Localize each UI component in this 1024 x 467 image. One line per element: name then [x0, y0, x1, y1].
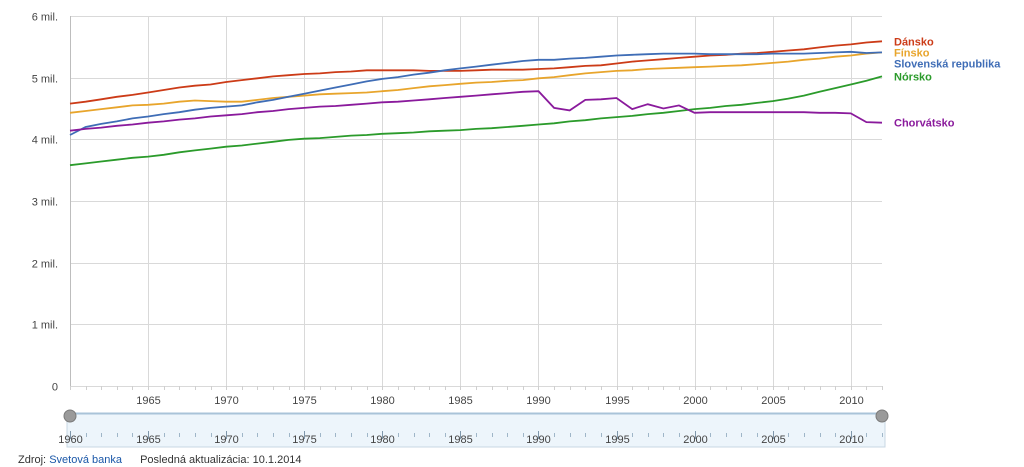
series-line-Dánsko[interactable] — [69, 40, 883, 105]
series-label: Slovenská republika — [894, 58, 1001, 70]
slider-tick-label: 2005 — [761, 434, 785, 446]
slider-tick-label: 1965 — [136, 434, 160, 446]
slider-tick-label: 1970 — [214, 434, 238, 446]
y-tick-label: 6 mil. — [32, 12, 58, 24]
series-label: Nórsko — [894, 71, 932, 83]
slider-left-handle[interactable] — [63, 409, 77, 423]
x-axis: 1965 1970 1975 1980 1985 1990 1995 2000 2005 2010 — [70, 386, 883, 407]
slider-tick-label: 1975 — [292, 434, 316, 446]
x-tick-label: 2000 — [683, 395, 707, 407]
population-line-chart: 0 1 mil. 2 mil. 3 mil. 4 mil. 5 mil. 6 mil. 19… — [32, 12, 1001, 448]
series-line-Fínsko[interactable] — [69, 51, 883, 114]
y-axis: 0 1 mil. 2 mil. 3 mil. 4 mil. 5 mil. 6 mil. — [32, 12, 58, 394]
y-tick-label: 3 mil. — [32, 197, 58, 209]
series-label: Dánsko — [894, 36, 934, 48]
x-tick-label: 1965 — [136, 395, 160, 407]
series-label: Fínsko — [894, 47, 930, 59]
slider-tick-label: 1985 — [448, 434, 472, 446]
slider-track[interactable] — [66, 412, 886, 448]
slider-tick-label: 2010 — [839, 434, 863, 446]
series-lines — [69, 40, 883, 167]
x-tick-label: 2010 — [839, 395, 863, 407]
range-slider[interactable]: 1960 1965 1970 1975 1980 1985 1990 1995 2000 2005… — [58, 409, 889, 448]
slider-right-handle[interactable] — [875, 409, 889, 423]
x-tick-label: 1985 — [448, 395, 472, 407]
x-tick-label: 2005 — [761, 395, 785, 407]
grid — [70, 16, 882, 387]
x-tick-label: 1995 — [605, 395, 629, 407]
y-tick-label: 0 — [52, 382, 58, 394]
x-tick-label: 1975 — [292, 395, 316, 407]
series-label: Chorvátsko — [894, 118, 955, 130]
x-tick-label: 1970 — [214, 395, 238, 407]
series-line-Chorvátsko[interactable] — [69, 90, 883, 132]
footer: Zdroj: Svetová banka Posledná aktualizác… — [18, 454, 302, 466]
series-line-Nórsko[interactable] — [69, 75, 883, 167]
last-updated-text: Posledná aktualizácia: 10.1.2014 — [140, 454, 302, 466]
y-tick-label: 1 mil. — [32, 320, 58, 332]
y-tick-label: 4 mil. — [32, 135, 58, 147]
series-line-Slovenská republika[interactable] — [69, 50, 883, 136]
slider-tick-label: 1980 — [370, 434, 394, 446]
source-prefix: Zdroj: — [18, 454, 47, 466]
slider-tick-label: 1995 — [605, 434, 629, 446]
slider-tick-label: 2000 — [683, 434, 707, 446]
y-tick-label: 5 mil. — [32, 74, 58, 86]
x-tick-label: 1990 — [526, 395, 550, 407]
x-tick-label: 1980 — [370, 395, 394, 407]
y-tick-label: 2 mil. — [32, 259, 58, 271]
source-link[interactable]: Svetová banka — [49, 454, 122, 466]
slider-tick-label: 1990 — [526, 434, 550, 446]
slider-tick-label: 1960 — [58, 434, 82, 446]
